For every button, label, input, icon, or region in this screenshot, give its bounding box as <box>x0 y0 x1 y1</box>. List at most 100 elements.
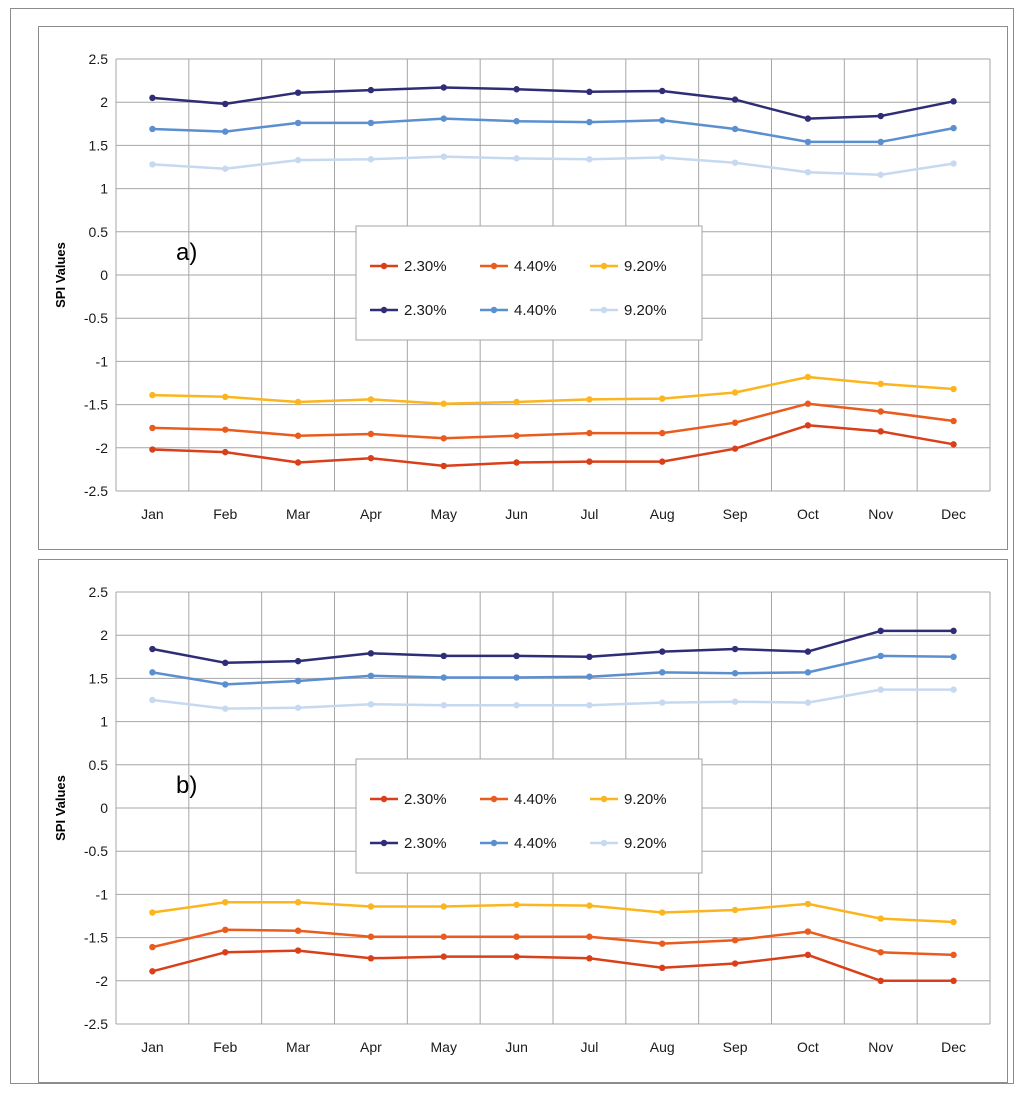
series-red-orange <box>149 400 957 442</box>
legend-item: 9.20% <box>590 302 667 319</box>
data-point <box>367 454 375 462</box>
legend-marker <box>380 795 388 803</box>
series-line <box>152 424 954 468</box>
y-tick-labels: 2.5 2 1.5 1 0.5 0 -0.5 -1 -1.5 -2 -2.5 <box>84 584 108 1032</box>
data-point <box>877 686 884 693</box>
y-tick-label: 1 <box>100 181 108 197</box>
figure-frame: 2.5 2 1.5 1 0.5 0 -0.5 -1 -1.5 -2 -2.5 Jan Feb Mar Apr… <box>10 8 1014 1084</box>
data-point <box>149 125 156 133</box>
data-point <box>440 701 447 709</box>
data-point <box>950 160 957 167</box>
data-point <box>877 138 884 146</box>
legend-item: 4.40% <box>480 302 557 319</box>
data-point <box>877 627 884 635</box>
legend-marker <box>490 262 498 270</box>
data-point <box>294 927 302 934</box>
data-point <box>513 432 520 439</box>
legend-label: 4.40% <box>514 791 557 808</box>
line-chart-a: 2.5 2 1.5 1 0.5 0 -0.5 -1 -1.5 -2 -2.5 Jan Feb Mar Apr… <box>53 51 991 522</box>
data-point <box>367 119 375 127</box>
legend-item: 2.30% <box>370 302 447 319</box>
data-point <box>294 459 302 466</box>
x-tick-label: Jun <box>505 506 528 522</box>
legend-label: 9.20% <box>624 835 667 852</box>
legend-label: 4.40% <box>514 258 557 275</box>
data-point <box>731 389 739 396</box>
data-point <box>659 940 666 947</box>
data-point <box>222 165 229 172</box>
data-point <box>731 419 739 426</box>
panel-label: b) <box>176 772 197 799</box>
x-tick-label: Dec <box>941 506 966 522</box>
data-point <box>950 627 957 635</box>
y-tick-label: 2.5 <box>89 51 109 67</box>
data-point <box>877 171 884 178</box>
data-point <box>440 903 447 910</box>
data-point <box>294 156 302 164</box>
series-red-orange <box>149 926 957 959</box>
series-line <box>152 928 954 957</box>
x-tick-label: Jul <box>580 1039 598 1055</box>
data-point <box>440 462 447 470</box>
x-tick-label: Jan <box>141 506 164 522</box>
series-line <box>152 86 954 120</box>
y-tick-label: -1 <box>96 353 109 369</box>
series-yellow <box>149 898 957 926</box>
data-point <box>877 977 884 984</box>
data-point <box>804 928 812 935</box>
data-point <box>294 119 302 127</box>
data-point <box>731 645 739 653</box>
data-point <box>222 926 229 934</box>
legend-label: 2.30% <box>404 258 447 275</box>
x-tick-label: Nov <box>868 1039 893 1055</box>
series-line <box>152 402 954 440</box>
legend: 2.30% 4.40% 9.20% 2.30% 4.40% 9.20% <box>355 225 703 341</box>
data-point <box>586 156 593 163</box>
y-tick-label: 1.5 <box>89 670 109 686</box>
y-tick-label: -1 <box>96 886 109 902</box>
data-point <box>659 87 666 95</box>
series-line <box>152 900 954 924</box>
data-point <box>367 933 375 940</box>
data-point <box>804 900 812 908</box>
data-point <box>294 947 302 954</box>
data-point <box>222 128 229 135</box>
data-point <box>877 949 884 956</box>
y-tick-label: 0.5 <box>89 757 109 773</box>
data-point <box>731 670 739 677</box>
y-axis-label: SPI Values <box>53 242 68 308</box>
data-point <box>950 417 957 425</box>
data-point <box>222 426 229 433</box>
data-point <box>586 458 593 465</box>
y-tick-label: 2.5 <box>89 584 109 600</box>
x-tick-label: Aug <box>650 506 675 522</box>
data-point <box>659 669 666 676</box>
data-point <box>513 953 520 960</box>
gridlines <box>115 591 991 1025</box>
series-light-blue <box>149 153 957 178</box>
data-point <box>731 125 739 133</box>
legend-item: 4.40% <box>480 258 557 275</box>
data-point <box>440 84 447 91</box>
x-tick-labels: Jan Feb Mar Apr May Jun Jul Aug Sep Oct Nov Dec <box>141 1039 966 1055</box>
legend-marker <box>380 262 388 270</box>
data-point <box>149 645 156 653</box>
series-line <box>152 949 954 983</box>
chart-panel-a: 2.5 2 1.5 1 0.5 0 -0.5 -1 -1.5 -2 -2.5 Jan Feb Mar Apr… <box>38 26 1008 550</box>
x-tick-label: Apr <box>360 1039 382 1055</box>
data-point <box>367 650 375 657</box>
x-tick-label: Jun <box>505 1039 528 1055</box>
y-tick-label: -2 <box>96 440 109 456</box>
data-point <box>950 441 957 448</box>
y-tick-label: -0.5 <box>84 843 108 859</box>
series-line <box>152 117 954 144</box>
x-tick-label: Sep <box>723 506 748 522</box>
y-tick-label: 1 <box>100 714 108 730</box>
series-yellow <box>149 373 957 407</box>
x-tick-label: Sep <box>723 1039 748 1055</box>
data-point <box>222 659 229 667</box>
data-point <box>950 653 957 660</box>
data-point <box>294 704 302 711</box>
series-line <box>152 375 954 405</box>
data-point <box>149 669 156 676</box>
